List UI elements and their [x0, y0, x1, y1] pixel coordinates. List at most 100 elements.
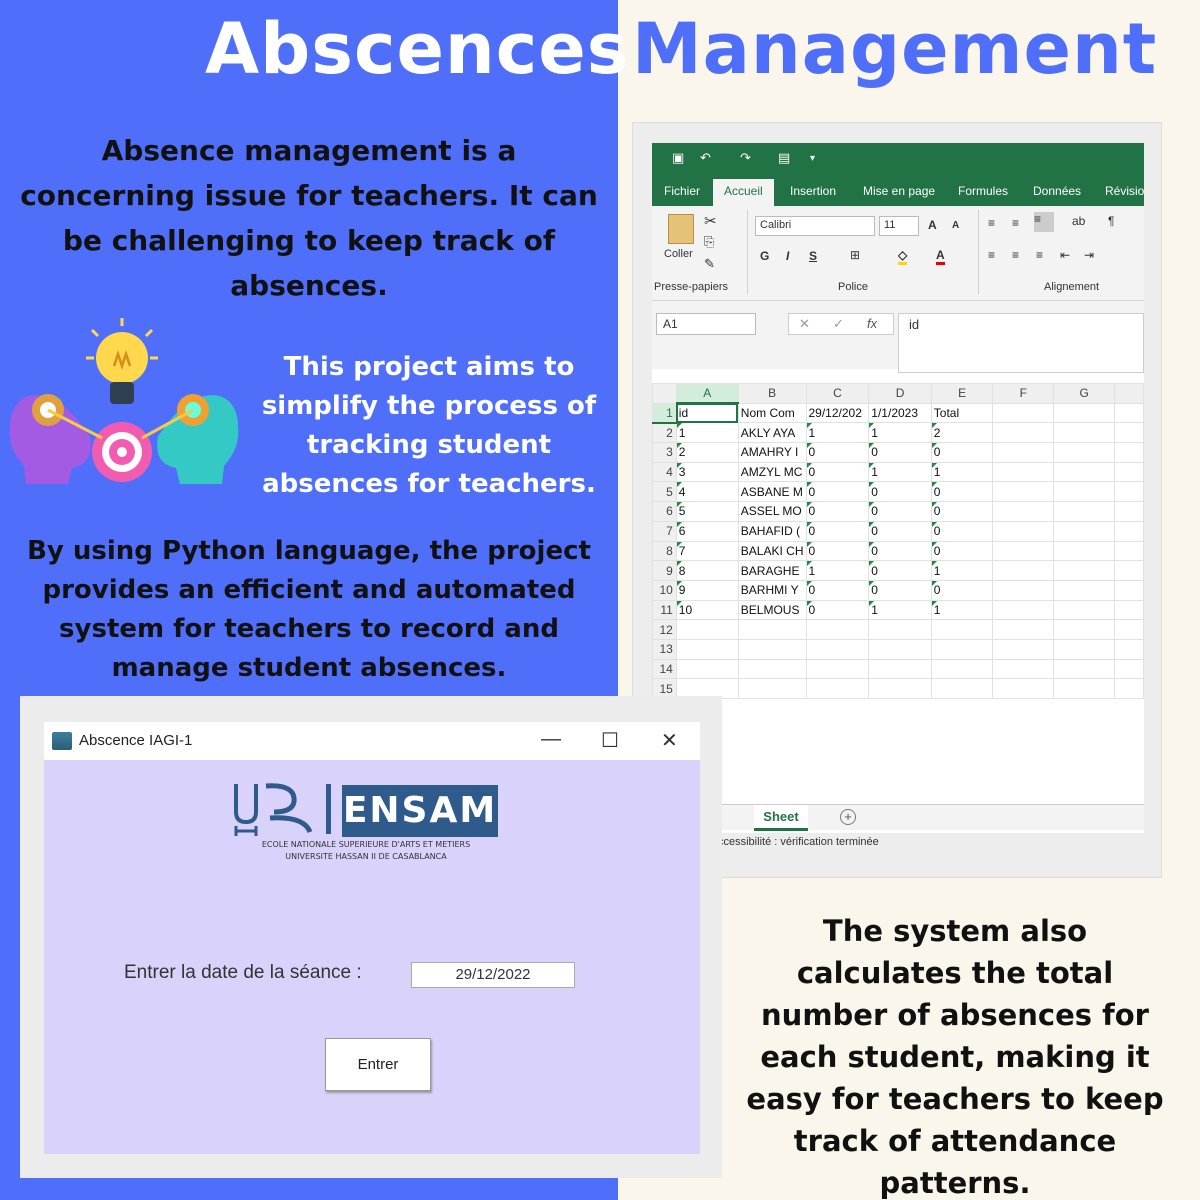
cell[interactable] — [1114, 678, 1144, 699]
row-header[interactable]: 6 — [652, 501, 677, 522]
align-bottom-icon[interactable]: ≡ — [1034, 212, 1054, 232]
shrink-font-icon[interactable]: A — [952, 220, 960, 231]
cell[interactable] — [992, 540, 1055, 562]
cell[interactable]: 3 — [675, 461, 739, 483]
cell[interactable]: 1 — [930, 599, 994, 621]
cell[interactable] — [737, 619, 807, 640]
cell[interactable] — [1053, 579, 1116, 601]
row-header[interactable]: 14 — [652, 658, 677, 680]
copy-icon[interactable]: ⎘ — [704, 234, 715, 249]
font-color-icon[interactable]: A — [936, 248, 945, 265]
cell[interactable]: 0 — [868, 579, 932, 601]
cell[interactable] — [737, 638, 807, 660]
form-icon[interactable]: ▤ — [778, 151, 791, 166]
cell[interactable] — [1114, 501, 1144, 522]
cell[interactable]: 0 — [805, 599, 870, 621]
row-header[interactable]: 2 — [652, 422, 677, 444]
increase-indent-icon[interactable]: ⇥ — [1084, 248, 1095, 262]
column-header[interactable]: D — [868, 383, 932, 404]
cell[interactable] — [805, 678, 870, 699]
cell[interactable] — [868, 619, 932, 640]
cell[interactable]: 1/1/2023 — [868, 402, 932, 424]
font-name-box[interactable]: Calibri — [755, 216, 875, 236]
cell[interactable] — [1053, 540, 1116, 562]
minimize-button[interactable]: — — [541, 728, 561, 750]
cell[interactable] — [930, 678, 994, 699]
cell[interactable]: 5 — [675, 501, 739, 522]
cell[interactable] — [1053, 402, 1116, 424]
insert-function-icon[interactable]: fx — [867, 316, 878, 331]
date-input[interactable]: 29/12/2022 — [411, 962, 575, 988]
cell[interactable]: 1 — [868, 422, 932, 444]
borders-icon[interactable]: ⊞ — [850, 248, 861, 262]
cell[interactable]: BELMOUS — [737, 599, 807, 621]
cell[interactable]: 10 — [675, 599, 739, 621]
cell[interactable] — [992, 619, 1055, 640]
cell[interactable]: 6 — [675, 520, 739, 542]
column-header[interactable] — [1114, 383, 1144, 404]
cell[interactable]: 4 — [675, 481, 739, 503]
cell[interactable] — [1053, 638, 1116, 660]
cell[interactable] — [675, 658, 739, 680]
cell[interactable] — [1053, 560, 1116, 581]
cell[interactable] — [1114, 402, 1144, 424]
cell[interactable] — [930, 619, 994, 640]
cell[interactable]: 0 — [868, 520, 932, 542]
cell[interactable]: 0 — [805, 501, 870, 522]
cell[interactable]: Nom Com — [737, 402, 807, 424]
align-center-icon[interactable]: ≡ — [1012, 248, 1020, 262]
cell[interactable] — [992, 560, 1055, 581]
cell[interactable]: 1 — [675, 422, 739, 444]
cell[interactable] — [1114, 579, 1144, 601]
cell[interactable] — [992, 461, 1055, 483]
tab-fichier[interactable]: Fichier — [664, 184, 701, 198]
cell[interactable]: 2 — [675, 442, 739, 463]
cell[interactable] — [1053, 442, 1116, 463]
row-header[interactable]: 9 — [652, 560, 677, 581]
submit-button[interactable]: Entrer — [325, 1038, 431, 1091]
cell[interactable] — [868, 678, 932, 699]
cell[interactable]: 9 — [675, 579, 739, 601]
row-header[interactable]: 13 — [652, 638, 677, 660]
orientation-icon[interactable]: ab — [1072, 214, 1086, 228]
cell[interactable] — [805, 658, 870, 680]
paste-label[interactable]: Coller — [664, 248, 693, 260]
cell[interactable] — [805, 638, 870, 660]
tab-donnees[interactable]: Données — [1033, 184, 1082, 198]
tab-mise-en-page[interactable]: Mise en page — [863, 184, 936, 198]
cell[interactable] — [1114, 560, 1144, 581]
paste-icon[interactable] — [668, 214, 694, 244]
cell[interactable] — [1053, 461, 1116, 483]
cell[interactable] — [1114, 520, 1144, 542]
bold-button[interactable]: G — [760, 249, 770, 263]
cell[interactable] — [1114, 619, 1144, 640]
cell[interactable] — [1053, 619, 1116, 640]
cell[interactable]: 0 — [868, 442, 932, 463]
row-header[interactable]: 12 — [652, 619, 677, 640]
close-button[interactable]: ✕ — [661, 730, 678, 752]
cell[interactable] — [868, 638, 932, 660]
cell[interactable] — [1053, 599, 1116, 621]
cell[interactable] — [1114, 658, 1144, 680]
align-top-icon[interactable]: ≡ — [988, 216, 996, 230]
cell[interactable]: 0 — [868, 501, 932, 522]
add-sheet-button[interactable]: + — [840, 809, 856, 825]
cell[interactable] — [1114, 461, 1144, 483]
cell[interactable] — [992, 638, 1055, 660]
cell[interactable] — [1114, 638, 1144, 660]
sheet-tab[interactable]: Sheet — [754, 805, 808, 831]
column-header[interactable]: C — [805, 383, 870, 404]
cell[interactable] — [1053, 422, 1116, 444]
cut-icon[interactable]: ✂ — [704, 213, 717, 230]
cell[interactable]: 1 — [805, 422, 870, 444]
cell[interactable]: 0 — [805, 579, 870, 601]
redo-icon[interactable]: ↷ — [740, 151, 751, 166]
cell[interactable]: 0 — [868, 540, 932, 562]
cell[interactable]: 0 — [930, 501, 994, 522]
cell[interactable] — [1114, 540, 1144, 562]
tab-revision[interactable]: Révision — [1105, 184, 1144, 198]
grow-font-icon[interactable]: A — [928, 218, 937, 232]
cell[interactable]: BARHMI Y — [737, 579, 807, 601]
cell[interactable]: 0 — [868, 481, 932, 503]
row-header[interactable]: 5 — [652, 481, 677, 503]
